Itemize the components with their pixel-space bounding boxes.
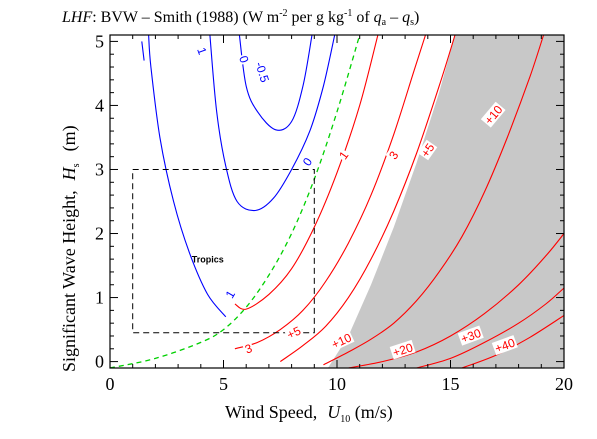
title-qs-sub: s [410, 17, 414, 28]
y-tick-label-4: 4 [95, 95, 104, 115]
contour-label-text-9: 3 [243, 341, 254, 357]
contour-label-bg-7 [417, 139, 438, 161]
contour-label-bg-4 [221, 287, 238, 302]
title-minus: – [386, 9, 402, 26]
y-axis-unit: (m) [59, 125, 80, 151]
contour-label-14: +40 [491, 335, 518, 356]
shaded-region [327, 35, 564, 368]
title-qa-sub: a [382, 17, 387, 28]
tropics-box [132, 168, 315, 334]
contour-label-bg-0 [251, 55, 274, 89]
y-axis-label: Significant Wave Height, Hs (m) [59, 125, 82, 372]
contour-label-bg-11 [328, 329, 355, 352]
contour-label-bg-12 [389, 339, 416, 360]
y-tick-label-5: 5 [95, 31, 104, 51]
y-tick-label-0: 0 [95, 352, 104, 372]
contour-label-6: 3 [385, 147, 402, 163]
y-tick-label-3: 3 [95, 159, 104, 179]
contour-label-13: +30 [457, 325, 484, 346]
y-axis-sub: s [71, 163, 82, 167]
chart-title: LHF: BVW – Smith (1988) (W m-2 per g kg-… [61, 8, 419, 28]
contour-line-9 [416, 287, 564, 368]
title-close: ) [414, 9, 419, 26]
contour-label-bg-13 [457, 325, 484, 346]
x-axis-unit: (m/s) [350, 402, 393, 423]
y-axis-label-text: Significant Wave Height, [59, 190, 79, 372]
title-qs: q [402, 9, 410, 26]
contour-label-text-14: +40 [493, 335, 517, 355]
contour-label-text-13: +30 [459, 326, 483, 346]
contour-label-text-0: -0.5 [252, 60, 272, 84]
contour-label-7: +5 [417, 139, 438, 161]
contour-label-bg-3 [299, 154, 315, 169]
x-tick-label-4: 20 [555, 374, 573, 394]
contour-label-10: +5 [283, 323, 304, 342]
x-axis-var: U [327, 402, 341, 422]
contour-label-0: -0.5 [251, 55, 274, 89]
x-tick-label-2: 10 [328, 374, 346, 394]
y-axis-var: H [59, 166, 79, 181]
y-tick-label-2: 2 [95, 224, 104, 244]
contour-label-bg-2 [194, 44, 211, 58]
contour-line-6 [279, 35, 456, 363]
contour-label-bg-9 [241, 340, 255, 356]
contour-label-text-2: 1 [194, 45, 210, 56]
contour-label-bg-8 [480, 101, 506, 128]
contour-label-3: 0 [299, 154, 315, 169]
contour-label-text-10: +5 [285, 323, 304, 342]
title-mid: per g kg [288, 9, 344, 26]
contour-label-bg-6 [385, 147, 402, 163]
contour-line-7 [323, 35, 545, 366]
title-exp1: -2 [279, 8, 287, 19]
contour-label-5: 1 [335, 147, 352, 163]
contour-label-bg-10 [283, 323, 304, 342]
contour-label-text-12: +20 [391, 340, 415, 360]
x-axis-label-text: Wind Speed, [225, 402, 317, 422]
contour-label-bg-1 [236, 52, 252, 66]
contour-label-text-1: 0 [236, 54, 251, 65]
contour-label-2: 1 [194, 44, 211, 58]
contour-line-1 [209, 35, 336, 212]
plot-area: Tropics [110, 35, 564, 368]
contour-label-1: 0 [236, 52, 252, 66]
x-tick-label-3: 15 [442, 374, 460, 394]
title-exp2: -1 [344, 8, 352, 19]
contour-line-2 [148, 35, 227, 318]
contour-line-8 [348, 233, 564, 368]
contour-label-4: 1 [221, 287, 238, 302]
title-qa: q [374, 9, 382, 26]
contour-line-3 [141, 41, 145, 61]
y-tick-label-1: 1 [95, 288, 104, 308]
title-rest: : BVW – Smith (1988) (W m [92, 9, 280, 26]
title-of: of [352, 9, 373, 26]
x-axis-label: Wind Speed, U10 (m/s) [225, 402, 393, 425]
contour-line-4 [234, 35, 379, 310]
x-axis-sub: 10 [340, 414, 350, 425]
dashed-curve [110, 35, 361, 368]
contour-label-9: 3 [241, 340, 255, 357]
title-prefix: LHF [61, 9, 92, 26]
contour-label-bg-14 [491, 335, 518, 356]
x-tick-label-1: 5 [219, 374, 228, 394]
tropics-label: Tropics [192, 254, 224, 264]
contour-label-bg-5 [335, 147, 352, 163]
contour-label-12: +20 [389, 339, 416, 360]
contour-line-5 [234, 35, 427, 350]
contour-line-0 [238, 35, 313, 131]
x-tick-label-0: 0 [106, 374, 115, 394]
